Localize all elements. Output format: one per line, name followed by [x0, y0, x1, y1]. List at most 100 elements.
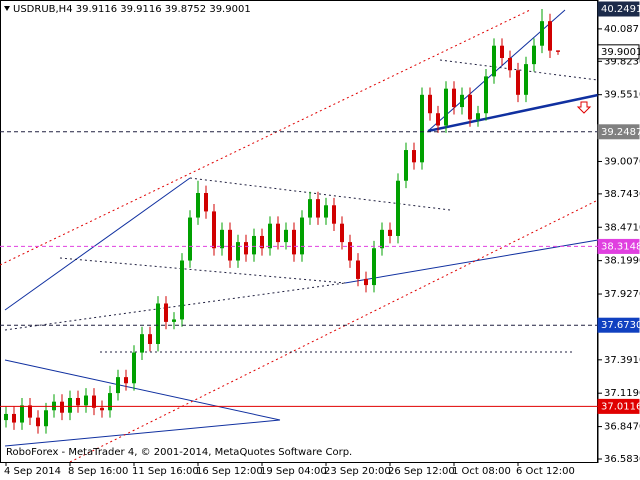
candle-body [500, 45, 504, 58]
y-tick-label: 38.4710 [604, 222, 640, 233]
candle-body [132, 352, 136, 384]
candle-body [460, 94, 464, 108]
candle-body [508, 57, 512, 71]
candle-body [212, 211, 216, 249]
candle-body [164, 303, 168, 322]
trend-line [427, 93, 599, 133]
candle-body [140, 334, 144, 353]
candle-body [380, 229, 384, 249]
candle-body [340, 223, 344, 243]
candle-body [220, 229, 224, 249]
x-tick-label: 4 Sep 2014 [4, 466, 61, 477]
level-label-box [597, 398, 640, 414]
candle-body [172, 319, 176, 322]
candle-body [68, 397, 72, 413]
candle-body [188, 217, 192, 261]
candle-body [260, 235, 264, 249]
dotted-line [4, 282, 346, 331]
trend-line [4, 419, 281, 447]
candle-body [468, 94, 472, 120]
candle-body [252, 235, 256, 255]
candle-body [428, 94, 432, 114]
dotted-line [189, 177, 451, 211]
level-label-box [597, 238, 640, 254]
y-tick-label: 36.5830 [604, 454, 640, 465]
candle-body [236, 242, 240, 261]
level-label: 39.9001 [601, 47, 640, 58]
candle-body [324, 205, 328, 218]
candle-body [84, 395, 88, 406]
channel-line [0, 9, 531, 266]
candle-body [228, 229, 232, 261]
candle-body [244, 242, 248, 255]
y-tick-label: 38.7430 [604, 189, 640, 200]
candle-body [372, 248, 376, 286]
footer: RoboForex - MetaTrader 4, © 2001-2014, M… [6, 447, 352, 458]
candle-body [60, 401, 64, 413]
x-tick-label: 23 Sep 20:00 [324, 466, 391, 477]
candle-body [4, 413, 8, 421]
candle-body [412, 150, 416, 163]
candle-body [484, 76, 488, 114]
candle-body [516, 70, 520, 95]
candle-body [116, 377, 120, 394]
x-tick-label: 8 Sep 16:00 [68, 466, 128, 477]
candle-body [420, 94, 424, 163]
channel-line [69, 199, 599, 463]
candles [4, 8, 560, 434]
candle-body [180, 260, 184, 320]
level-label: 38.3148 [601, 241, 640, 252]
candle-body [524, 64, 528, 95]
candle-body [396, 180, 400, 236]
y-tick-label: 37.3910 [604, 355, 640, 366]
level-label-box [597, 1, 640, 17]
level-label-box [597, 124, 640, 140]
candle-body [300, 217, 304, 255]
candle-body [76, 397, 80, 406]
level-label-box [597, 317, 640, 333]
candle-body [452, 88, 456, 108]
down-arrow [576, 101, 592, 114]
x-tick-label: 1 Oct 08:00 [452, 466, 511, 477]
candle-body [356, 260, 360, 279]
candle-body [388, 229, 392, 236]
candle-body [436, 113, 440, 126]
candle-body [108, 393, 112, 411]
candle-body [92, 395, 96, 408]
candle-body [292, 229, 296, 255]
candle-body [204, 193, 208, 212]
trend-line [4, 359, 281, 421]
title-marker [4, 6, 10, 11]
y-tick-label: 38.1990 [604, 256, 640, 267]
candle-body [12, 413, 16, 423]
x-tick-label: 11 Sep 16:00 [132, 466, 199, 477]
trend-line [344, 239, 599, 284]
x-tick-label: 19 Sep 04:00 [260, 466, 327, 477]
candle-body [540, 21, 544, 46]
candle-body [316, 199, 320, 218]
y-tick-label: 37.1190 [604, 388, 640, 399]
candle-body [28, 405, 32, 418]
candle-body [156, 303, 160, 344]
candle-body [284, 229, 288, 243]
chart-title: USDRUB,H4 39.9116 39.9116 39.8752 39.900… [13, 4, 251, 15]
analysis-lines [0, 9, 599, 463]
candle-body [308, 199, 312, 218]
level-label: 40.2491 [601, 4, 640, 15]
candle-body [332, 205, 336, 224]
level-label: 37.6730 [601, 320, 640, 331]
plot-frame [0, 0, 598, 463]
y-tick-label: 40.0871 [604, 24, 640, 35]
candle-body [276, 223, 280, 243]
candle-body [364, 278, 368, 286]
candle-body [444, 88, 448, 126]
y-tick-label: 39.5510 [604, 90, 640, 101]
candle-body [548, 21, 552, 51]
candle-body [404, 150, 408, 181]
candle-body [556, 50, 560, 52]
candle-body [196, 193, 200, 218]
candle-body [100, 407, 104, 411]
candle-body [476, 113, 480, 120]
candle-body [36, 417, 40, 427]
